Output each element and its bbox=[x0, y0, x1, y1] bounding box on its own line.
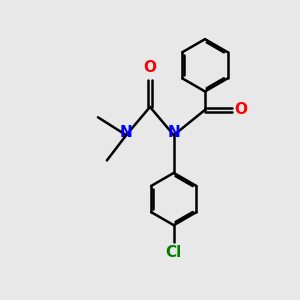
Text: O: O bbox=[143, 60, 157, 75]
Text: N: N bbox=[167, 125, 180, 140]
Text: O: O bbox=[235, 102, 248, 117]
Text: N: N bbox=[120, 125, 133, 140]
Text: Cl: Cl bbox=[166, 244, 182, 260]
